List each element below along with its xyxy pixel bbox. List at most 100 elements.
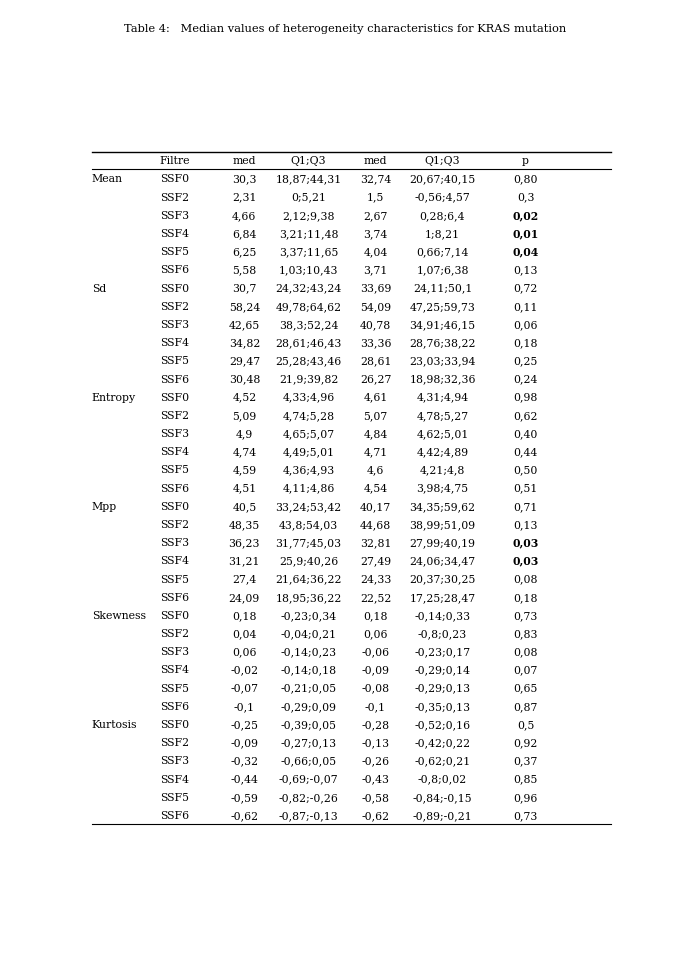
- Text: SSF2: SSF2: [160, 411, 189, 421]
- Text: 42,65: 42,65: [229, 320, 260, 330]
- Text: 49,78;64,62: 49,78;64,62: [276, 302, 341, 311]
- Text: 0,62: 0,62: [513, 411, 538, 421]
- Text: 0,08: 0,08: [513, 575, 538, 584]
- Text: 0,08: 0,08: [513, 647, 538, 657]
- Text: 6,84: 6,84: [232, 229, 256, 239]
- Text: -0,1: -0,1: [365, 702, 386, 711]
- Text: 4,65;5,07: 4,65;5,07: [283, 429, 334, 439]
- Text: 0,50: 0,50: [513, 466, 538, 475]
- Text: 1,5: 1,5: [367, 193, 384, 202]
- Text: 0;5,21: 0;5,21: [291, 193, 326, 202]
- Text: 0,65: 0,65: [513, 683, 538, 694]
- Text: 18,87;44,31: 18,87;44,31: [276, 174, 342, 184]
- Text: SSF0: SSF0: [160, 283, 189, 294]
- Text: p: p: [522, 156, 529, 166]
- Text: 0,96: 0,96: [513, 792, 538, 803]
- Text: 0,18: 0,18: [232, 611, 256, 621]
- Text: 18,95;36,22: 18,95;36,22: [276, 593, 342, 602]
- Text: 3,71: 3,71: [363, 265, 388, 276]
- Text: -0,84;-0,15: -0,84;-0,15: [413, 792, 473, 803]
- Text: 24,11;50,1: 24,11;50,1: [413, 283, 472, 294]
- Text: 0,25: 0,25: [513, 357, 538, 366]
- Text: 4,11;4,86: 4,11;4,86: [283, 484, 335, 494]
- Text: 38,3;52,24: 38,3;52,24: [279, 320, 339, 330]
- Text: 47,25;59,73: 47,25;59,73: [410, 302, 475, 311]
- Text: -0,14;0,33: -0,14;0,33: [415, 611, 471, 621]
- Text: -0,06: -0,06: [361, 647, 390, 657]
- Text: 20,67;40,15: 20,67;40,15: [409, 174, 475, 184]
- Text: Kurtosis: Kurtosis: [92, 720, 138, 730]
- Text: 27,49: 27,49: [360, 556, 391, 567]
- Text: SSF4: SSF4: [160, 447, 189, 457]
- Text: 2,31: 2,31: [232, 193, 256, 202]
- Text: SSF2: SSF2: [160, 520, 189, 530]
- Text: 0,98: 0,98: [513, 392, 538, 403]
- Text: 0,66;7,14: 0,66;7,14: [416, 247, 468, 257]
- Text: 1,07;6,38: 1,07;6,38: [416, 265, 468, 276]
- Text: SSF5: SSF5: [160, 357, 189, 366]
- Text: -0,52;0,16: -0,52;0,16: [415, 720, 471, 730]
- Text: 4,74: 4,74: [232, 447, 256, 457]
- Text: -0,13: -0,13: [361, 738, 390, 748]
- Text: -0,82;-0,26: -0,82;-0,26: [278, 792, 339, 803]
- Text: 0,73: 0,73: [513, 611, 538, 621]
- Text: 31,21: 31,21: [229, 556, 260, 567]
- Text: -0,43: -0,43: [361, 775, 390, 785]
- Text: med: med: [233, 156, 256, 166]
- Text: 4,66: 4,66: [232, 211, 256, 221]
- Text: 0,04: 0,04: [513, 247, 538, 257]
- Text: -0,04;0,21: -0,04;0,21: [281, 629, 337, 639]
- Text: 0,28;6,4: 0,28;6,4: [419, 211, 465, 221]
- Text: Mpp: Mpp: [92, 502, 117, 512]
- Text: 21,64;36,22: 21,64;36,22: [276, 575, 342, 584]
- Text: -0,69;-0,07: -0,69;-0,07: [278, 775, 339, 785]
- Text: SSF2: SSF2: [160, 193, 189, 202]
- Text: 4,42;4,89: 4,42;4,89: [417, 447, 468, 457]
- Text: -0,21;0,05: -0,21;0,05: [281, 683, 337, 694]
- Text: 24,33: 24,33: [360, 575, 391, 584]
- Text: 0,03: 0,03: [512, 556, 539, 567]
- Text: 38,99;51,09: 38,99;51,09: [410, 520, 475, 530]
- Text: -0,09: -0,09: [230, 738, 258, 748]
- Text: SSF0: SSF0: [160, 720, 189, 730]
- Text: SSF6: SSF6: [160, 265, 189, 276]
- Text: -0,62;0,21: -0,62;0,21: [415, 757, 471, 766]
- Text: -0,39;0,05: -0,39;0,05: [281, 720, 337, 730]
- Text: 32,74: 32,74: [360, 174, 391, 184]
- Text: -0,02: -0,02: [230, 665, 258, 676]
- Text: -0,08: -0,08: [361, 683, 390, 694]
- Text: 4,51: 4,51: [232, 484, 256, 494]
- Text: 0,18: 0,18: [363, 611, 388, 621]
- Text: 6,25: 6,25: [232, 247, 256, 257]
- Text: SSF6: SSF6: [160, 811, 189, 821]
- Text: 4,33;4,96: 4,33;4,96: [283, 392, 334, 403]
- Text: -0,14;0,23: -0,14;0,23: [281, 647, 337, 657]
- Text: 0,24: 0,24: [513, 374, 538, 385]
- Text: -0,27;0,13: -0,27;0,13: [281, 738, 337, 748]
- Text: 5,58: 5,58: [232, 265, 256, 276]
- Text: SSF3: SSF3: [160, 538, 189, 549]
- Text: -0,62: -0,62: [230, 811, 258, 821]
- Text: 30,7: 30,7: [232, 283, 256, 294]
- Text: 0,07: 0,07: [513, 665, 538, 676]
- Text: SSF3: SSF3: [160, 647, 189, 657]
- Text: 24,32;43,24: 24,32;43,24: [276, 283, 342, 294]
- Text: SSF0: SSF0: [160, 392, 189, 403]
- Text: SSF5: SSF5: [160, 575, 189, 584]
- Text: Filtre: Filtre: [160, 156, 190, 166]
- Text: 0,06: 0,06: [513, 320, 538, 330]
- Text: SSF3: SSF3: [160, 211, 189, 221]
- Text: Entropy: Entropy: [92, 392, 136, 403]
- Text: 0,44: 0,44: [513, 447, 538, 457]
- Text: 44,68: 44,68: [360, 520, 391, 530]
- Text: 28,76;38,22: 28,76;38,22: [409, 338, 475, 348]
- Text: Q1;Q3: Q1;Q3: [291, 156, 326, 166]
- Text: 33,36: 33,36: [360, 338, 391, 348]
- Text: 0,5: 0,5: [517, 720, 534, 730]
- Text: SSF5: SSF5: [160, 247, 189, 257]
- Text: 0,18: 0,18: [513, 338, 538, 348]
- Text: 26,27: 26,27: [360, 374, 391, 385]
- Text: -0,29;0,09: -0,29;0,09: [281, 702, 337, 711]
- Text: 28,61: 28,61: [360, 357, 391, 366]
- Text: SSF0: SSF0: [160, 611, 189, 621]
